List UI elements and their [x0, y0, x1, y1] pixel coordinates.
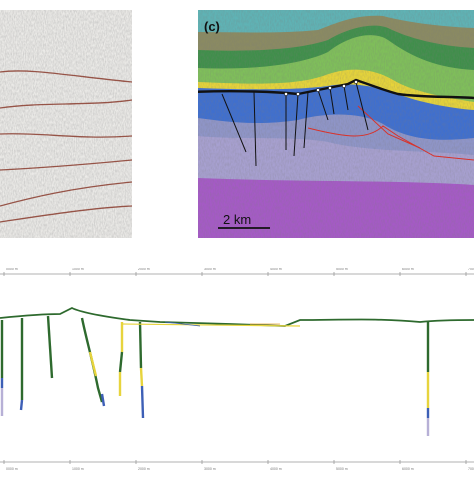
axis-tick-label: 1000 m	[72, 467, 84, 471]
well-2	[19, 318, 24, 411]
seismic-section-left	[0, 10, 133, 238]
seismic-horizons	[0, 70, 133, 223]
well-correlation-section: 0000 m 0000 m 1000 m 1000 m 2000 m 2000 m 3000…	[0, 267, 474, 474]
fault-lines	[221, 81, 369, 167]
axis-tick-label: 2000 m	[138, 467, 150, 471]
axis-tick-label: 6000 m	[402, 268, 414, 271]
axis-tick-label: 3000 m	[204, 467, 216, 471]
axis-tick-label: 7000 m	[468, 467, 474, 471]
well-6	[138, 321, 145, 419]
axis-tick-label: 3000 m	[204, 268, 216, 271]
panel-label: (c)	[204, 19, 220, 34]
well-3	[46, 315, 54, 379]
red-fault-outline	[307, 105, 474, 161]
wells	[0, 315, 430, 436]
axis-tick-label: 4000 m	[270, 467, 282, 471]
axis-tick-label: 5000 m	[336, 268, 348, 271]
axis-tick-label: 7000 m	[468, 268, 474, 271]
formation-marker-lines	[121, 321, 301, 327]
axis-tick-label: 1000 m	[72, 268, 84, 271]
surface-profile-line	[0, 306, 474, 327]
axis-tick-label: 5000 m	[336, 467, 348, 471]
axis-tick-label: 0000 m	[6, 467, 18, 471]
interpreted-section-panel: (c) 2 km	[191, 10, 474, 238]
axis-ticks: 0000 m 0000 m 1000 m 1000 m 2000 m 2000 m 3000…	[3, 267, 474, 471]
scale-bar-label: 2 km	[223, 212, 251, 227]
fault-markers	[284, 80, 358, 96]
interpreted-section-image: (c) 2 km	[191, 10, 474, 238]
axis-tick-label: 4000 m	[270, 268, 282, 271]
seismic-noise-image	[0, 10, 133, 238]
well-4	[80, 317, 106, 407]
well-section-plot: 0000 m 0000 m 1000 m 1000 m 2000 m 2000 m 3000…	[0, 267, 474, 471]
axis-tick-label: 2000 m	[138, 268, 150, 271]
axis-tick-label: 6000 m	[402, 467, 414, 471]
well-5	[118, 322, 124, 396]
axis-tick-label: 0000 m	[6, 268, 18, 271]
surface-horizon-line	[191, 78, 474, 100]
